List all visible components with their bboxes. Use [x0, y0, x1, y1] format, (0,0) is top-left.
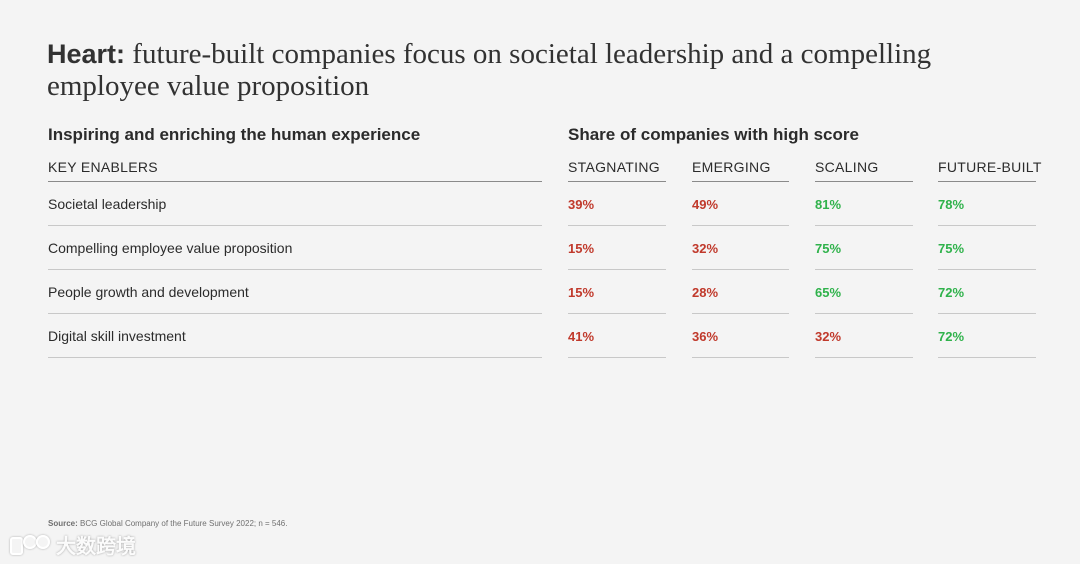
value-scaling: 81%: [815, 197, 842, 212]
value-stagnating: 39%: [568, 197, 595, 212]
row-divider: [692, 357, 789, 358]
row-divider: [48, 225, 542, 226]
right-section-heading: Share of companies with high score: [568, 125, 859, 144]
title-rest: future-built companies focus on societal…: [47, 38, 932, 102]
row-label: Societal leadership: [48, 196, 167, 212]
source-note: Source: BCG Global Company of the Future…: [48, 519, 287, 528]
value-stagnating: 15%: [568, 285, 595, 300]
value-scaling: 75%: [815, 241, 842, 256]
header-divider: [938, 181, 1036, 182]
row-divider: [568, 357, 666, 358]
row-divider: [568, 225, 666, 226]
col-header-future-built: FUTURE-BUILT: [938, 159, 1042, 175]
row-divider: [815, 313, 913, 314]
value-future-built: 78%: [938, 197, 965, 212]
source-label: Source:: [48, 519, 78, 528]
row-divider: [568, 313, 666, 314]
source-text: BCG Global Company of the Future Survey …: [80, 519, 288, 528]
row-divider: [692, 269, 789, 270]
header-divider: [692, 181, 789, 182]
row-divider: [692, 313, 789, 314]
value-stagnating: 41%: [568, 329, 595, 344]
row-divider: [815, 269, 913, 270]
title-lead: Heart:: [47, 39, 126, 69]
left-section-heading: Inspiring and enriching the human experi…: [48, 125, 421, 144]
row-divider: [938, 225, 1036, 226]
value-future-built: 75%: [938, 241, 965, 256]
value-emerging: 49%: [692, 197, 719, 212]
row-divider: [48, 357, 542, 358]
watermark: 大数跨境: [10, 530, 136, 559]
value-emerging: 32%: [692, 241, 719, 256]
value-stagnating: 15%: [568, 241, 595, 256]
value-future-built: 72%: [938, 329, 965, 344]
row-divider: [815, 225, 913, 226]
row-divider: [938, 269, 1036, 270]
row-divider: [48, 269, 542, 270]
row-divider: [568, 269, 666, 270]
row-divider: [48, 313, 542, 314]
col-header-emerging: EMERGING: [692, 159, 771, 175]
header-divider: [815, 181, 913, 182]
row-divider: [692, 225, 789, 226]
row-divider: [938, 313, 1036, 314]
watermark-logo-icon: [10, 533, 50, 557]
watermark-text: 大数跨境: [56, 536, 136, 558]
value-scaling: 65%: [815, 285, 842, 300]
page-title: Heart: future-built companies focus on s…: [47, 38, 1007, 102]
value-scaling: 32%: [815, 329, 842, 344]
row-label: People growth and development: [48, 284, 249, 300]
row-label: Compelling employee value proposition: [48, 240, 293, 256]
col-header-scaling: SCALING: [815, 159, 879, 175]
value-emerging: 28%: [692, 285, 719, 300]
col-header-enablers: KEY ENABLERS: [48, 159, 158, 175]
value-future-built: 72%: [938, 285, 965, 300]
col-header-stagnating: STAGNATING: [568, 159, 660, 175]
row-divider: [938, 357, 1036, 358]
header-divider: [568, 181, 666, 182]
header-divider: [48, 181, 542, 182]
value-emerging: 36%: [692, 329, 719, 344]
row-divider: [815, 357, 913, 358]
row-label: Digital skill investment: [48, 328, 186, 344]
